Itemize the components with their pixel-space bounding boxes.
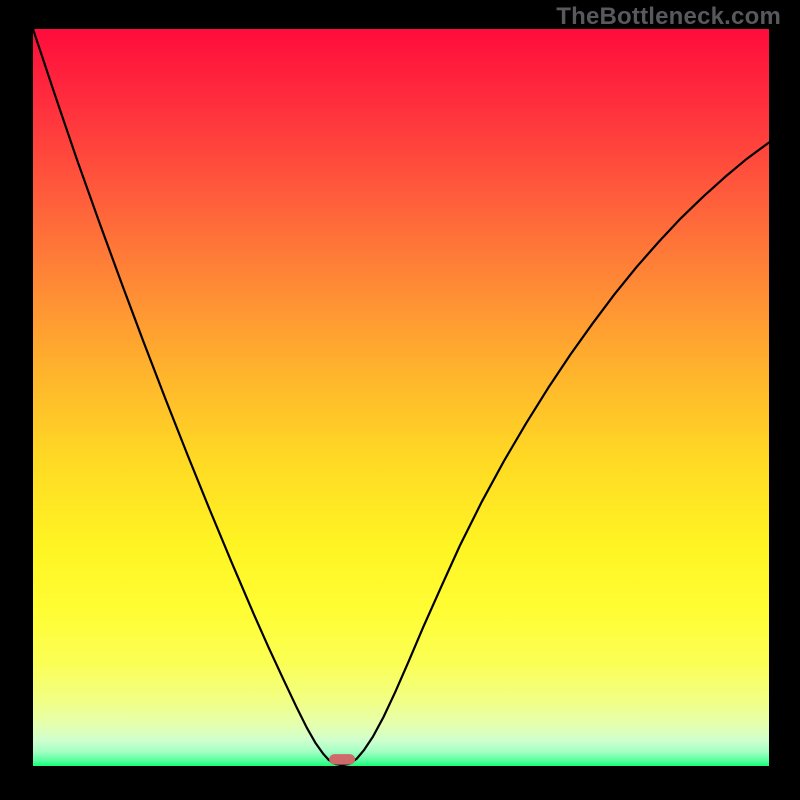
minimum-marker	[330, 755, 355, 765]
plot-svg	[33, 29, 769, 766]
plot-background	[33, 29, 769, 766]
watermark-text: TheBottleneck.com	[556, 3, 781, 31]
plot-area	[33, 29, 769, 766]
chart-frame: TheBottleneck.com	[0, 0, 800, 800]
